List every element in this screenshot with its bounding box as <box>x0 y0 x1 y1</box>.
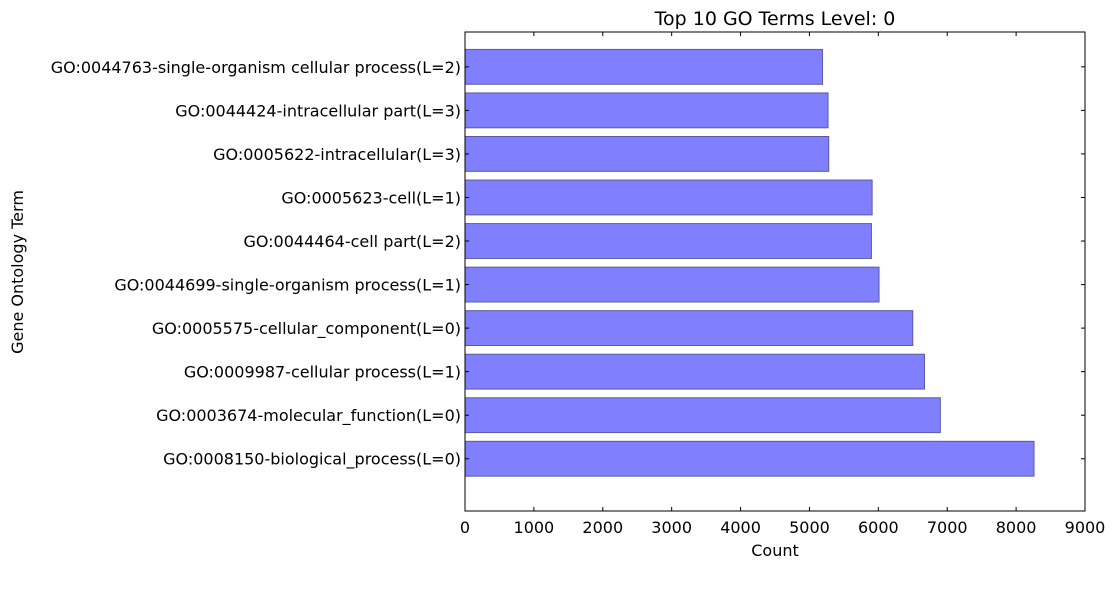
bars-group <box>464 48 1035 477</box>
y-tick-label: GO:0044424-intracellular part(L=3) <box>175 101 461 120</box>
bar <box>464 48 824 85</box>
bar <box>464 310 914 347</box>
x-tick-label: 9000 <box>1065 518 1106 537</box>
y-tick-label: GO:0008150-biological_process(L=0) <box>163 450 461 470</box>
y-tick-label: GO:0005623-cell(L=1) <box>281 188 461 207</box>
x-tick-label: 4000 <box>720 518 761 537</box>
bar <box>464 136 830 172</box>
x-tick-label: 3000 <box>651 518 692 537</box>
x-tick-label: 5000 <box>789 518 830 537</box>
y-tick-label: GO:0044699-single-organism process(L=1) <box>114 276 461 295</box>
plot-frame <box>464 31 1086 512</box>
y-tick-label: GO:0044464-cell part(L=2) <box>243 232 461 251</box>
y-tick-label: GO:0044763-single-organism cellular proc… <box>51 58 461 77</box>
y-tick-label: GO:0009987-cellular process(L=1) <box>184 363 461 382</box>
bar <box>464 266 880 303</box>
bar <box>464 353 925 390</box>
bar <box>464 179 873 216</box>
y-tick-labels: GO:0008150-biological_process(L=0) GO:000… <box>51 58 1085 470</box>
x-tick-label: 2000 <box>582 518 623 537</box>
y-tick-label: GO:0005622-intracellular(L=3) <box>213 145 461 164</box>
x-tick-labels: 0 1000 2000 3000 4000 5000 6000 7000 8000 9000 <box>460 32 1105 537</box>
bar <box>464 223 872 259</box>
x-tick-label: 6000 <box>858 518 899 537</box>
x-tick-label: 1000 <box>514 518 555 537</box>
y-tick-label: GO:0003674-molecular_function(L=0) <box>156 406 461 426</box>
x-tick-label: 0 <box>460 518 470 537</box>
x-tick-label: 8000 <box>996 518 1037 537</box>
bar <box>464 92 829 129</box>
bar <box>464 440 1035 477</box>
x-tick-label: 7000 <box>927 518 968 537</box>
x-axis-label: Count <box>751 541 799 560</box>
y-tick-label: GO:0005575-cellular_component(L=0) <box>152 319 461 339</box>
bar <box>464 397 941 434</box>
y-axis-label: Gene Ontology Term <box>8 190 27 354</box>
chart-title: Top 10 GO Terms Level: 0 <box>654 8 896 30</box>
